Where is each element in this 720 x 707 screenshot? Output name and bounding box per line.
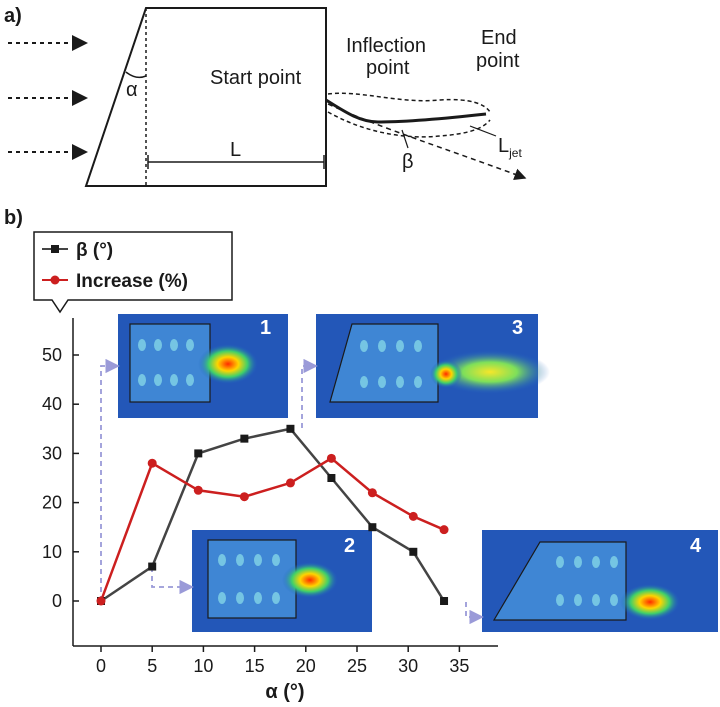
increase-point (367, 488, 377, 498)
jet-trajectory (325, 98, 487, 124)
beta-pointer (401, 129, 409, 149)
increase-point (193, 485, 203, 495)
axes (72, 318, 498, 647)
inset-1-number: 1 (260, 317, 271, 339)
panel-a-label: a) (4, 5, 22, 27)
beta-point (440, 597, 449, 605)
jet-schematic (325, 92, 527, 180)
inset-2-fringes (218, 554, 280, 604)
increase-point (326, 453, 336, 463)
x-tick-label: 10 (193, 656, 213, 676)
x-tick-label: 30 (398, 656, 418, 676)
panel-b-label: b) (4, 207, 23, 229)
y-tick-label: 10 (42, 542, 62, 562)
inflection-point-label-line1: Inflection (346, 35, 426, 57)
ljet-subscript: jet (508, 146, 522, 160)
tapered-structure-outline (84, 7, 327, 187)
beta-point (286, 424, 295, 433)
incident-arrows (8, 35, 88, 160)
y-tick-label: 40 (42, 394, 62, 414)
inset-2-structure (207, 539, 297, 619)
ljet-pointer (469, 125, 497, 137)
guide-to-inset-1 (100, 358, 120, 601)
beta-point (368, 523, 377, 532)
x-tick-label: 5 (147, 656, 157, 676)
alpha-angle-arc (125, 71, 147, 79)
inset-guides (100, 358, 484, 625)
increase-point (439, 525, 449, 535)
x-axis-title: α (°) (265, 681, 304, 703)
y-tick-label: 0 (52, 591, 62, 611)
inset-2: 2 (192, 530, 372, 632)
inset-1: 1 (118, 314, 288, 418)
ljet-main: L (498, 135, 509, 157)
guide-to-inset-4 (465, 602, 484, 625)
x-tick-label: 35 (449, 656, 469, 676)
end-point-label-line1: End (481, 27, 517, 49)
beta-symbol: β (402, 151, 414, 173)
y-tick-label: 30 (42, 443, 62, 463)
inset-4: 4 (482, 530, 718, 632)
inset-4-number: 4 (690, 535, 702, 557)
increase-point (408, 511, 418, 521)
inset-3-structure (329, 323, 439, 403)
inset-3-jet-hot (430, 360, 462, 388)
start-point-label: Start point (210, 67, 302, 89)
guide-to-inset-3 (301, 358, 318, 428)
inset-3-jet-long (430, 350, 550, 394)
beta-point (327, 474, 336, 482)
beta-point (148, 562, 157, 571)
legend-beta-label: β (°) (76, 240, 113, 261)
increase-point (239, 492, 249, 502)
y-ticks: 0 10 20 30 40 50 (42, 345, 79, 611)
increase-point (96, 596, 106, 606)
legend-increase-label: Increase (%) (76, 271, 188, 292)
beta-point (409, 547, 418, 556)
length-symbol: L (230, 139, 241, 161)
increase-point (285, 478, 295, 488)
inset-3: 3 (316, 314, 550, 418)
x-tick-label: 20 (296, 656, 316, 676)
inset-1-jet (198, 344, 258, 384)
x-tick-label: 25 (347, 656, 367, 676)
inset-4-jet (620, 584, 680, 620)
y-tick-label: 20 (42, 493, 62, 513)
y-tick-label: 50 (42, 345, 62, 365)
legend-box (33, 231, 233, 314)
inset-3-fringes (360, 340, 422, 388)
guide-to-inset-2 (151, 567, 194, 595)
x-tick-label: 15 (245, 656, 265, 676)
inset-1-structure (129, 323, 211, 403)
legend-beta-marker (51, 245, 59, 253)
jet-envelope-upper (327, 92, 491, 113)
beta-point (194, 449, 203, 458)
inflection-point-label-line2: point (366, 57, 410, 79)
legend: β (°) Increase (%) (33, 231, 233, 314)
increase-point (147, 458, 157, 468)
ljet-label: Ljet (498, 135, 522, 160)
x-ticks: 0 5 10 15 20 25 30 35 (96, 646, 469, 676)
inset-2-number: 2 (344, 535, 355, 557)
x-tick-label: 0 (96, 656, 106, 676)
series-layer (96, 424, 449, 606)
inset-4-fringes (556, 556, 618, 606)
inset-1-fringes (138, 339, 194, 386)
legend-increase-marker (50, 275, 60, 285)
end-point-label-line2: point (476, 50, 520, 72)
jet-direction-line (327, 103, 527, 180)
beta-point (240, 434, 249, 443)
alpha-symbol: α (126, 79, 138, 101)
inset-3-number: 3 (512, 317, 523, 339)
inset-2-jet (282, 562, 338, 598)
